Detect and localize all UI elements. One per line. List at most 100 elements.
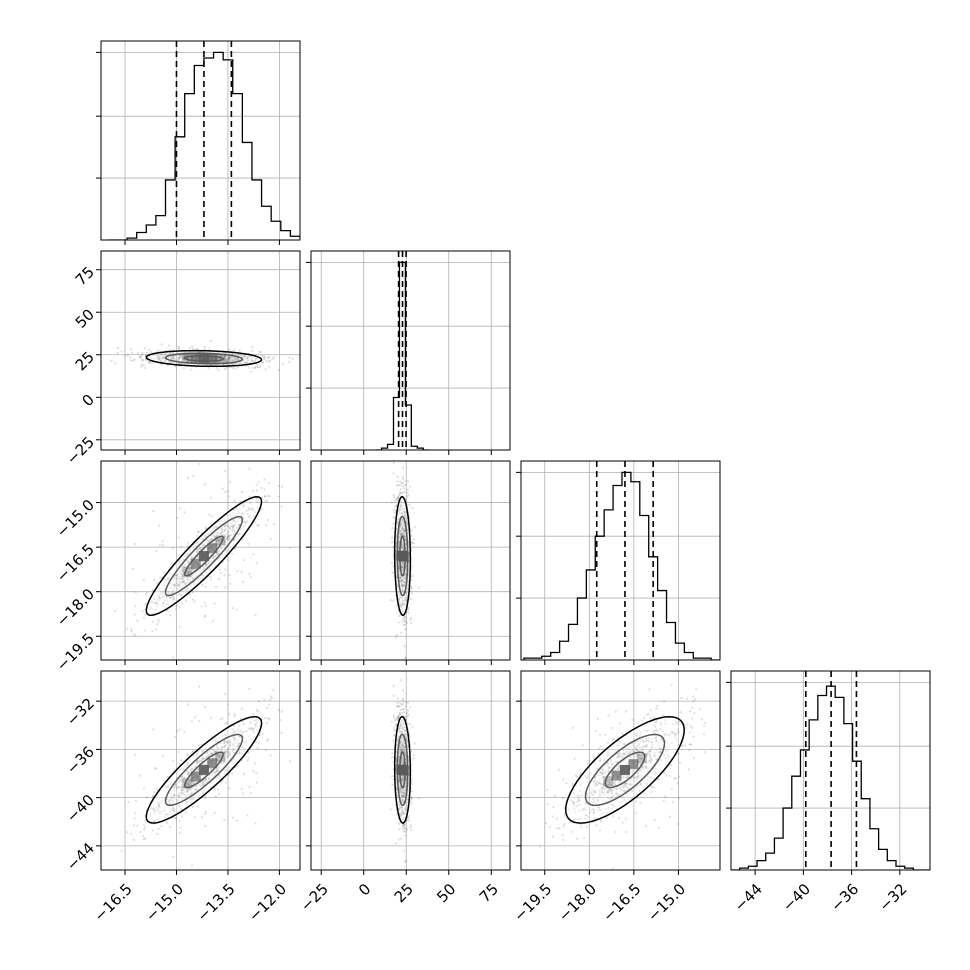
scatter-point bbox=[224, 525, 227, 528]
scatter-point bbox=[260, 487, 263, 490]
scatter-point bbox=[392, 733, 395, 737]
scatter-point bbox=[232, 543, 235, 546]
scatter-point bbox=[411, 725, 414, 729]
scatter-point bbox=[234, 357, 238, 360]
scatter-point bbox=[406, 491, 409, 494]
scatter-point bbox=[155, 355, 158, 358]
scatter-point bbox=[186, 477, 190, 480]
scatter-point bbox=[181, 577, 184, 580]
scatter-point bbox=[233, 358, 237, 362]
scatter-point bbox=[397, 496, 400, 499]
scatter-point bbox=[196, 548, 199, 551]
scatter-point bbox=[248, 355, 251, 358]
scatter-point bbox=[161, 540, 164, 543]
scatter-point bbox=[156, 349, 160, 352]
scatter-point bbox=[172, 759, 175, 763]
scatter-point bbox=[175, 578, 178, 581]
scatter-point bbox=[252, 553, 255, 556]
scatter-point bbox=[204, 563, 207, 566]
scatter-point bbox=[202, 544, 206, 547]
scatter-point bbox=[214, 555, 217, 558]
scatter-point bbox=[258, 733, 262, 737]
scatter-point bbox=[160, 825, 163, 828]
scatter-point bbox=[191, 568, 194, 571]
scatter-point bbox=[224, 360, 228, 363]
scatter-point bbox=[232, 509, 235, 512]
scatter-point bbox=[191, 556, 194, 559]
scatter-point bbox=[227, 358, 230, 361]
scatter-point bbox=[130, 351, 134, 355]
scatter-point bbox=[255, 781, 258, 784]
scatter-point bbox=[141, 609, 144, 613]
scatter-point bbox=[198, 719, 201, 723]
scatter-point bbox=[403, 826, 406, 829]
scatter-point bbox=[219, 532, 223, 535]
scatter-point bbox=[225, 366, 228, 369]
scatter-point bbox=[233, 524, 236, 527]
scatter-point bbox=[178, 354, 181, 357]
scatter-point bbox=[182, 366, 185, 370]
scatter-point bbox=[231, 526, 234, 530]
y-tick-label: −16.5 bbox=[53, 540, 98, 585]
scatter-point bbox=[220, 355, 223, 358]
scatter-point bbox=[227, 495, 231, 498]
scatter-point bbox=[192, 583, 195, 586]
scatter-point bbox=[189, 584, 192, 587]
scatter-point bbox=[189, 571, 192, 574]
scatter-point bbox=[677, 752, 680, 755]
scatter-point bbox=[174, 608, 177, 611]
scatter-point bbox=[232, 352, 235, 356]
scatter-point bbox=[181, 569, 184, 572]
scatter-point bbox=[400, 837, 403, 840]
scatter-point bbox=[174, 576, 177, 579]
scatter-point bbox=[148, 348, 151, 352]
scatter-point bbox=[172, 597, 176, 601]
scatter-point bbox=[168, 595, 172, 598]
axes-frame bbox=[100, 40, 301, 241]
scatter-point bbox=[139, 830, 142, 833]
scatter-point bbox=[216, 540, 219, 543]
scatter-point bbox=[215, 539, 218, 542]
scatter-point bbox=[181, 815, 184, 818]
scatter-point bbox=[169, 614, 172, 617]
scatter-point bbox=[236, 520, 239, 523]
scatter-point bbox=[164, 353, 167, 357]
scatter-point bbox=[161, 353, 164, 356]
scatter-point bbox=[187, 567, 191, 570]
scatter-point bbox=[391, 752, 394, 755]
scatter-point bbox=[226, 357, 229, 360]
scatter-point bbox=[215, 553, 218, 556]
scatter-point bbox=[181, 570, 184, 573]
scatter-point bbox=[187, 561, 190, 564]
scatter-point bbox=[152, 510, 155, 513]
scatter-point bbox=[238, 349, 241, 352]
scatter-point bbox=[195, 348, 198, 351]
scatter-point bbox=[185, 573, 188, 576]
scatter-point bbox=[209, 716, 213, 720]
scatter-point bbox=[186, 578, 189, 581]
scatter-point bbox=[397, 716, 400, 719]
scatter-point bbox=[243, 355, 246, 358]
scatter-point bbox=[173, 357, 177, 361]
scatter-point bbox=[692, 735, 695, 738]
scatter-point bbox=[390, 756, 394, 759]
scatter-point bbox=[244, 520, 248, 523]
scatter-point bbox=[223, 355, 227, 358]
scatter-point bbox=[221, 717, 224, 720]
scatter-point bbox=[233, 523, 237, 527]
scatter-point bbox=[227, 559, 230, 562]
scatter-point bbox=[223, 356, 226, 359]
scatter-point bbox=[133, 358, 136, 361]
scatter-point bbox=[406, 495, 409, 498]
scatter-point bbox=[245, 361, 248, 364]
scatter-point bbox=[254, 499, 257, 502]
scatter-point bbox=[168, 352, 171, 355]
scatter-point bbox=[158, 543, 161, 547]
scatter-point bbox=[408, 723, 411, 726]
scatter-point bbox=[159, 354, 162, 357]
scatter-point bbox=[179, 545, 183, 548]
scatter-point bbox=[173, 587, 176, 591]
scatter-point bbox=[116, 346, 120, 350]
scatter-point bbox=[398, 822, 401, 825]
scatter-point bbox=[238, 361, 242, 364]
